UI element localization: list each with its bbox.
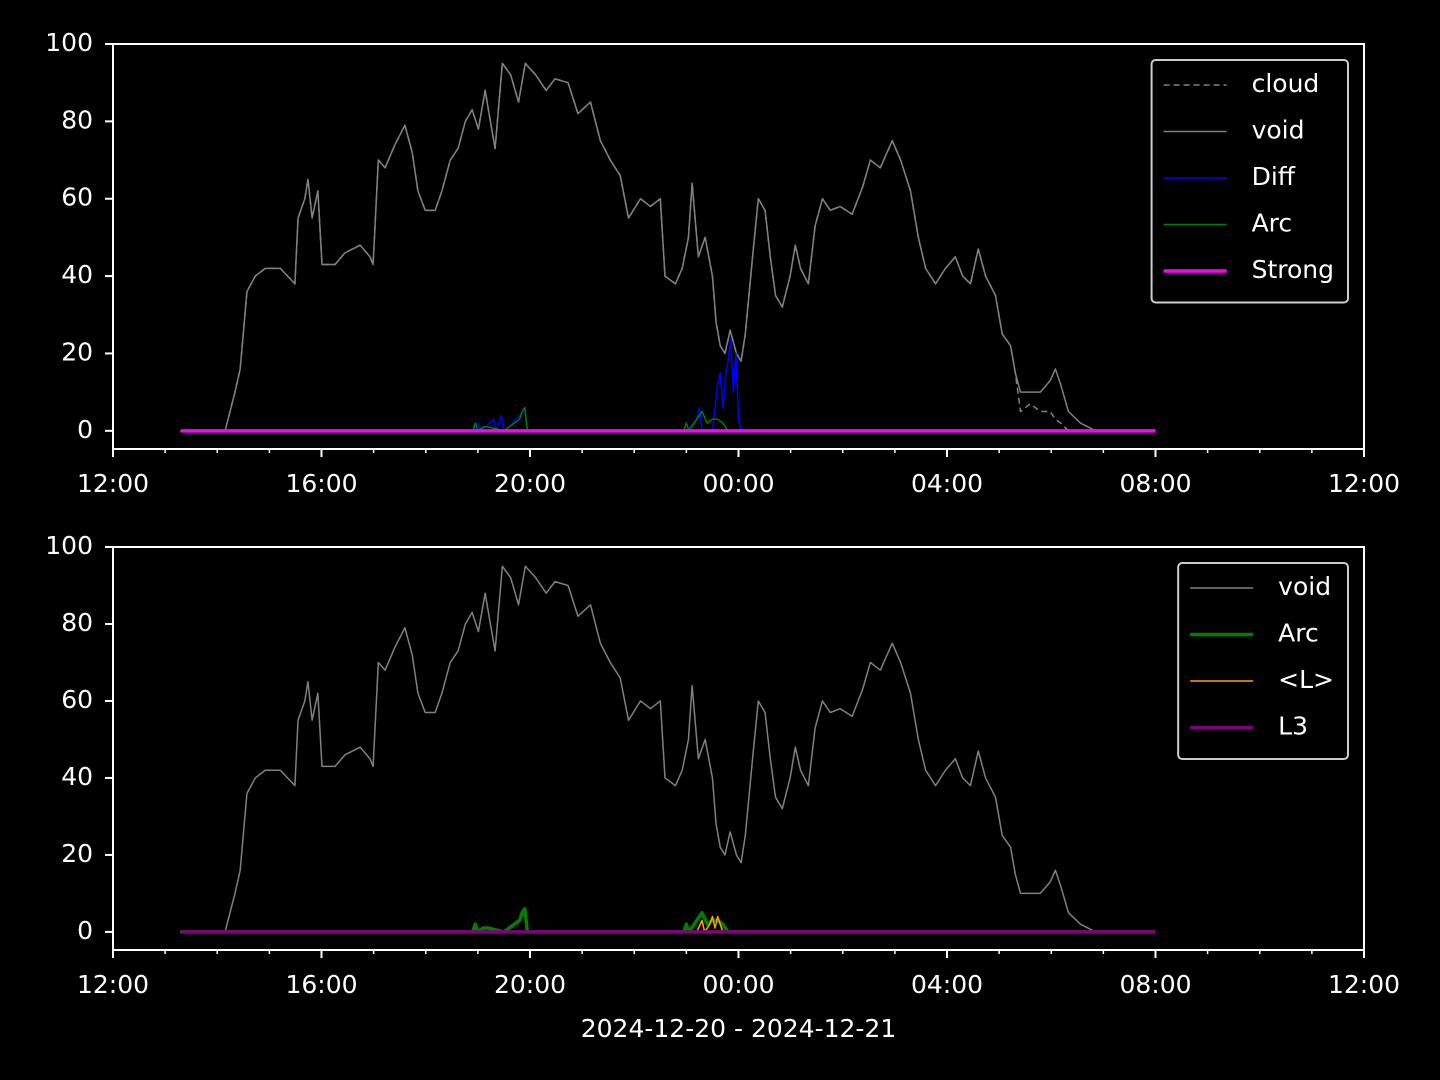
x-tick-label: 04:00	[911, 970, 983, 999]
y-tick-label: 0	[77, 415, 93, 444]
legend: void Arc <L> L3	[1177, 562, 1349, 760]
x-tick-label: 12:00	[77, 469, 149, 498]
series-line	[180, 337, 1156, 432]
series-line	[180, 62, 1155, 432]
x-tick-label: 20:00	[494, 970, 566, 999]
x-tick-label: 12:00	[1328, 469, 1400, 498]
y-tick-label: 40	[61, 762, 93, 791]
legend-box	[1177, 562, 1349, 760]
y-tick-label: 20	[61, 337, 93, 366]
y-tick-label: 40	[61, 260, 93, 289]
x-tick-label: 00:00	[702, 469, 774, 498]
series-line	[180, 915, 1156, 933]
y-tick-label: 80	[61, 105, 93, 134]
legend-box	[1150, 59, 1349, 304]
y-tick-label: 100	[45, 531, 93, 560]
y-tick-label: 60	[61, 183, 93, 212]
x-tick-label: 16:00	[285, 469, 357, 498]
legend-label: Strong	[1252, 255, 1334, 284]
x-tick-label: 04:00	[911, 469, 983, 498]
legend-label: void	[1278, 572, 1331, 601]
series-line	[180, 406, 1156, 432]
x-tick-label: 08:00	[1119, 469, 1191, 498]
y-tick-label: 20	[61, 839, 93, 868]
legend-label: Arc	[1252, 209, 1293, 238]
axes-frame	[112, 546, 1365, 951]
y-tick-label: 80	[61, 608, 93, 637]
x-tick-label: 08:00	[1119, 970, 1191, 999]
legend-label: void	[1252, 116, 1305, 145]
legend-label: L3	[1278, 712, 1308, 741]
y-tick-label: 0	[77, 916, 93, 945]
legend-label: Diff	[1252, 162, 1296, 191]
x-tick-label: 12:00	[1328, 970, 1400, 999]
legend-label: Arc	[1278, 619, 1319, 648]
x-tick-label: 00:00	[702, 970, 774, 999]
x-tick-label: 16:00	[285, 970, 357, 999]
x-axis-label: 2024-12-20 - 2024-12-21	[581, 1014, 897, 1043]
axes-frame	[112, 43, 1365, 450]
x-tick-label: 12:00	[77, 970, 149, 999]
legend-label: <L>	[1278, 665, 1334, 694]
x-tick-label: 20:00	[494, 469, 566, 498]
y-tick-label: 100	[45, 28, 93, 57]
legend-label: cloud	[1252, 69, 1320, 98]
series-line	[180, 565, 1155, 933]
legend: cloud void Diff Arc Strong	[1150, 59, 1349, 304]
y-tick-label: 60	[61, 685, 93, 714]
